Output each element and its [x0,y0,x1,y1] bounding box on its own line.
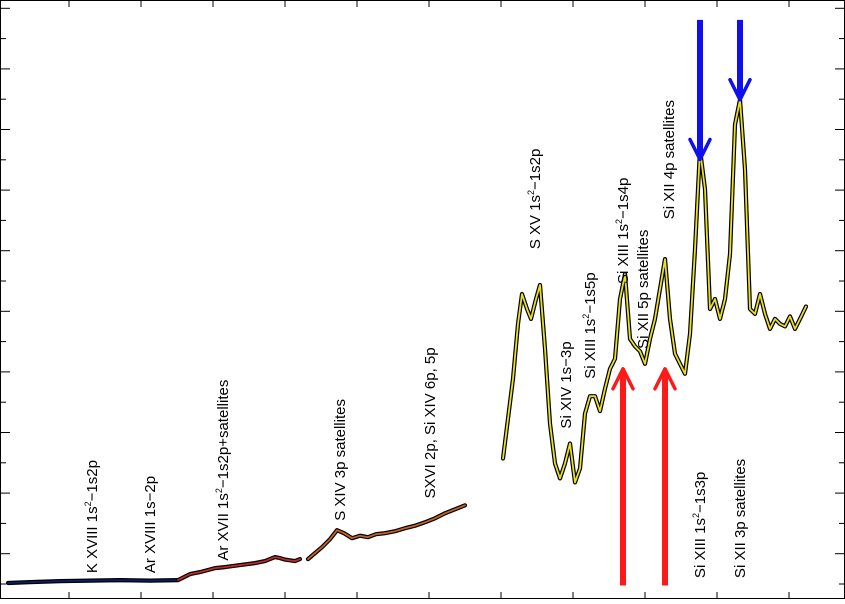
annotation-label: Si XII 4p satellites [661,100,678,219]
series-line-s14 [307,504,466,560]
annotations: K XVIII 1s2−1s2p Ar XVIII 1s−2p Ar XVII 1s… [83,100,749,578]
series-line-si [502,98,807,484]
annotation-label: K XVIII 1s2−1s2p [83,460,101,573]
annotation-label: SXVI 2p, Si XIV 6p, 5p [422,347,439,498]
annotation-label: S XIV 3p satellites [332,399,349,521]
annotation-label: Ar XVIII 1s−2p [142,476,159,573]
annotation-label: Si XIII 1s2−1s5p [581,272,599,378]
annotation-label: Si XIV 1s−3p [558,341,575,428]
arrow-down-head [688,137,712,162]
spectrum-curves [5,97,809,586]
annotation-label: Si XII 3p satellites [732,459,749,578]
arrow-up-head [611,367,635,391]
annotation-label: Si XII 5p satellites [635,230,652,349]
arrow-up-head [653,367,677,391]
series-outline-si [500,97,809,485]
annotation-label: S XV 1s2−1s2p [526,149,544,250]
annotation-label: Ar XVII 1s2−1s2p+satellites [214,380,232,561]
arrows [611,19,752,586]
arrow-down-head [728,77,752,102]
series-line-k_ar18 [7,579,179,584]
annotation-label: Si XIII 1s2−1s4p [614,178,632,284]
annotation-label: Si XIII 1s2−1s3p [691,472,709,578]
series-outline-ar17 [175,555,303,583]
series-line-ar17 [177,556,301,581]
